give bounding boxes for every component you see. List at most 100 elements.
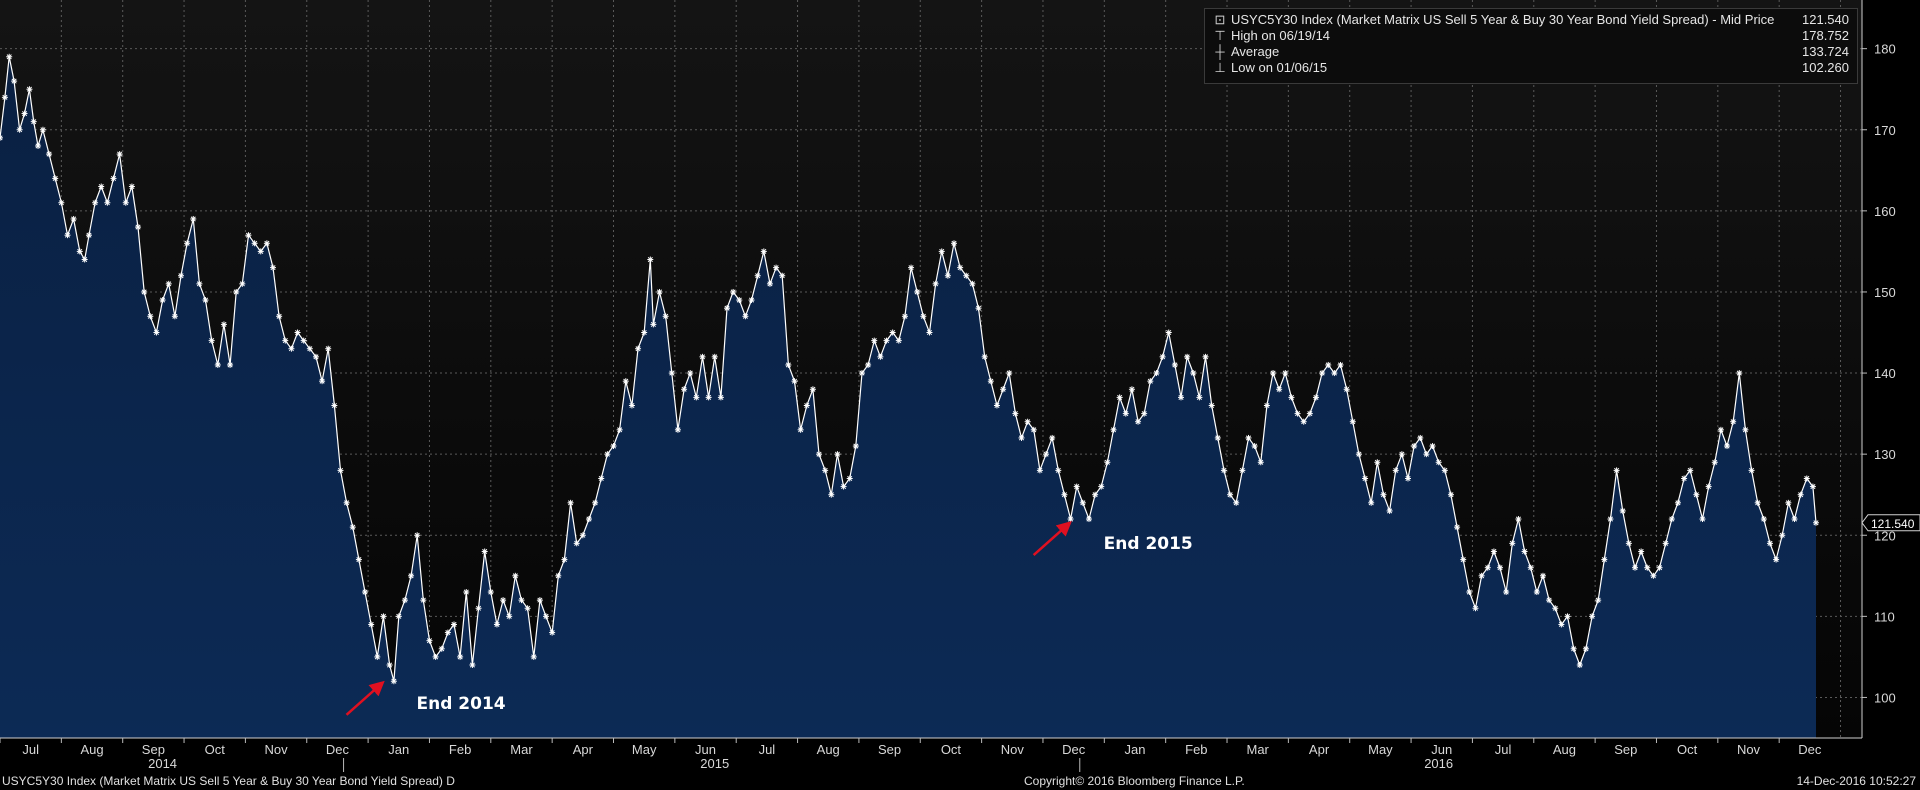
data-point <box>362 589 369 596</box>
point-stroke-d2 <box>1043 451 1049 457</box>
point-stroke-d2 <box>1282 370 1288 376</box>
point-stroke-d2 <box>172 313 178 319</box>
point-stroke-d2 <box>712 354 718 360</box>
x-tick-label: Oct <box>1677 742 1698 757</box>
point-stroke-d2 <box>699 354 706 360</box>
data-point <box>438 645 445 652</box>
point-stroke-d2 <box>21 110 28 117</box>
point-stroke-d2 <box>301 338 307 344</box>
point-stroke-d2 <box>1669 516 1675 522</box>
data-point <box>1141 410 1148 417</box>
data-point <box>1227 491 1234 498</box>
data-point <box>1159 353 1166 360</box>
point-stroke-d2 <box>1558 621 1564 628</box>
x-tick-label: Aug <box>817 742 840 757</box>
data-point <box>524 605 531 612</box>
point-stroke-d2 <box>945 273 951 279</box>
point-stroke-d2 <box>1288 394 1294 400</box>
point-stroke-d2 <box>92 200 98 206</box>
point-stroke-d2 <box>380 613 386 619</box>
point-stroke-d2 <box>1656 565 1663 571</box>
point-stroke-d2 <box>1436 459 1442 465</box>
point-stroke-d2 <box>1337 362 1344 368</box>
point-stroke-d2 <box>1785 500 1791 506</box>
point-stroke-d2 <box>1632 565 1638 571</box>
point-stroke-d2 <box>1301 419 1307 425</box>
point-stroke-d2 <box>482 548 488 555</box>
point-stroke-d2 <box>1190 370 1196 376</box>
data-point <box>1362 475 1369 482</box>
point-stroke-d2 <box>1153 370 1160 376</box>
data-point <box>1589 613 1596 620</box>
point-stroke-d2 <box>1699 516 1706 522</box>
data-point <box>1601 556 1608 563</box>
data-point <box>748 297 755 304</box>
point-stroke-d2 <box>337 467 344 473</box>
x-tick-label: Jan <box>1125 742 1146 757</box>
data-point <box>668 370 675 377</box>
data-point <box>263 240 270 247</box>
axes: 100 110 120 130 140 150 160 170 180 Jul Aug Sep Oct N… <box>0 0 1920 772</box>
point-stroke-d2 <box>184 240 190 246</box>
point-stroke-d2 <box>1264 402 1270 409</box>
point-stroke-d2 <box>779 273 785 279</box>
point-stroke-d2 <box>202 297 209 303</box>
data-point <box>1797 491 1804 498</box>
data-point <box>1239 467 1246 474</box>
data-point <box>1386 507 1393 514</box>
data-point <box>773 264 780 271</box>
x-tick-label: Apr <box>1309 742 1330 757</box>
point-stroke-d2 <box>1620 508 1626 514</box>
point-stroke-d2 <box>1276 386 1282 392</box>
point-stroke-d2 <box>1172 362 1178 368</box>
point-stroke-d2 <box>463 589 469 595</box>
data-point <box>81 256 88 263</box>
point-stroke-d2 <box>1178 394 1184 400</box>
point-stroke-d2 <box>1393 467 1399 473</box>
point-stroke-d2 <box>1374 459 1380 465</box>
point-stroke-d2 <box>1626 540 1632 546</box>
data-point <box>1061 491 1068 498</box>
point-stroke-d2 <box>580 532 586 538</box>
data-point <box>1650 572 1657 579</box>
point-stroke-d2 <box>71 216 77 222</box>
data-point <box>58 199 65 206</box>
point-stroke-d2 <box>31 119 37 125</box>
data-point <box>288 345 295 352</box>
data-point <box>865 361 872 368</box>
data-point <box>1472 605 1479 612</box>
data-point <box>567 499 574 506</box>
point-stroke-d2 <box>433 654 439 660</box>
point-stroke-d2 <box>1813 520 1819 526</box>
data-point <box>742 313 749 320</box>
data-point <box>555 572 562 579</box>
point-stroke-d2 <box>1577 662 1583 668</box>
point-stroke-d2 <box>865 362 871 368</box>
data-point <box>730 288 737 295</box>
data-point <box>754 272 761 279</box>
x-tick-label: Aug <box>1553 742 1576 757</box>
data-point <box>337 467 344 474</box>
data-point <box>1085 516 1092 523</box>
data-point <box>1343 386 1350 393</box>
point-stroke-d2 <box>1368 500 1374 506</box>
data-point <box>981 353 988 360</box>
point-stroke-d2 <box>52 175 58 181</box>
point-stroke-d1 <box>0 137 3 141</box>
data-point <box>797 426 804 433</box>
data-point <box>877 353 884 360</box>
data-point <box>349 524 356 531</box>
point-stroke-d2 <box>525 605 531 611</box>
point-stroke-d2 <box>804 402 810 409</box>
point-stroke-d2 <box>1614 467 1620 473</box>
point-stroke-d2 <box>518 597 525 603</box>
point-stroke-d2 <box>549 630 555 636</box>
point-stroke-d2 <box>368 621 374 628</box>
point-stroke-d2 <box>963 273 969 279</box>
data-point <box>251 240 258 247</box>
data-point <box>420 597 427 604</box>
data-point <box>530 653 537 660</box>
data-point <box>635 345 642 352</box>
data-point <box>343 499 350 506</box>
